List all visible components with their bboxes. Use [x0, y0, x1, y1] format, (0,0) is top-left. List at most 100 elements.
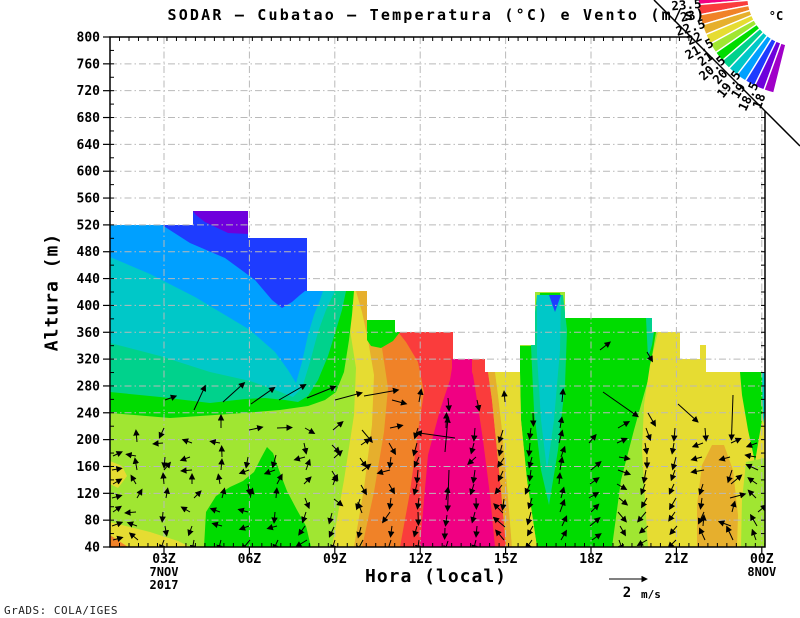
contour-band-green: [204, 447, 311, 547]
wind-arrow: [331, 474, 338, 486]
wind-arrow: [647, 412, 656, 427]
wind-arrow: [729, 492, 747, 499]
wind-arrow: [473, 525, 480, 538]
wind-arrow: [751, 528, 758, 541]
wind-arrow: [413, 456, 420, 468]
wind-arrow: [616, 437, 628, 444]
wind-arrow: [334, 391, 363, 401]
wind-arrow: [744, 452, 757, 460]
wind-vectors: [111, 341, 765, 547]
wind-arrow: [356, 501, 363, 514]
wind-arrow: [301, 442, 309, 455]
legend-level-label: 18: [749, 91, 768, 110]
end-date: 8NOV: [747, 565, 776, 579]
wind-arrow: [443, 514, 450, 527]
legend-level-label: 23.5: [671, 0, 702, 13]
wind-arrow: [180, 467, 193, 474]
wind-arrow: [218, 458, 225, 471]
wind-arrow: [415, 539, 422, 547]
wind-arrow: [189, 539, 197, 547]
wind-arrow: [356, 539, 364, 547]
wind-arrow: [376, 468, 391, 476]
plot-frame: [103, 36, 766, 554]
wind-arrow: [670, 469, 677, 482]
wind-arrow: [526, 442, 533, 457]
wind-arrow: [527, 456, 534, 469]
wind-arrow: [360, 484, 367, 496]
y-tick-label: 680: [77, 111, 101, 126]
wind-arrow: [248, 425, 264, 432]
wind-arrow: [726, 469, 733, 484]
wind-arrow: [525, 511, 533, 526]
wind-arrow: [388, 483, 395, 495]
wind-arrow: [588, 433, 597, 444]
y-tick-label: 400: [77, 299, 101, 314]
contour-band-green: [740, 372, 763, 462]
wind-arrow: [211, 521, 223, 528]
wind-arrow: [690, 455, 703, 462]
contour-band-green: [565, 318, 656, 547]
wind-arrow: [159, 511, 166, 523]
wind-arrow: [617, 511, 627, 523]
wind-arrow: [238, 468, 250, 475]
wind-arrow: [241, 539, 251, 547]
x-tick-label: 06Z: [238, 552, 262, 567]
wind-arrow: [469, 483, 476, 496]
wind-arrow: [272, 539, 279, 547]
wind-arrow: [216, 539, 223, 547]
wind-scale-value: 2: [623, 585, 631, 601]
wind-arrow: [718, 455, 731, 462]
y-tick-label: 120: [77, 487, 101, 502]
wind-arrow: [497, 429, 504, 444]
wind-arrow: [443, 540, 450, 547]
wind-arrow: [293, 455, 306, 462]
wind-arrow: [702, 427, 709, 442]
wind-arrow: [128, 532, 139, 541]
wind-arrow: [698, 497, 705, 510]
wind-arrow: [387, 497, 394, 510]
wind-arrow: [412, 483, 419, 496]
wind-arrow: [181, 438, 193, 445]
wind-arrow: [493, 503, 504, 514]
y-tick-label: 280: [77, 379, 101, 394]
wind-arrow: [163, 487, 170, 499]
wind-arrow: [179, 455, 191, 462]
wind-arrow: [133, 429, 140, 443]
y-tick-label: 240: [77, 406, 101, 421]
wind-arrow: [387, 456, 394, 469]
wind-arrow: [152, 440, 164, 447]
contour-band-yellow: [110, 522, 190, 547]
wind-arrow: [333, 498, 344, 507]
wind-arrow: [589, 517, 601, 527]
wind-arrow: [243, 456, 251, 469]
legend-level-label: 22: [684, 28, 704, 48]
wind-arrow: [356, 526, 363, 539]
wind-arrow: [124, 509, 137, 516]
wind-arrow: [158, 427, 165, 439]
x-tick-label: 03Z: [152, 552, 176, 567]
x-tick-label: 18Z: [579, 552, 603, 567]
wind-arrow: [303, 476, 312, 485]
wind-arrow: [745, 441, 758, 448]
wind-arrow: [193, 384, 207, 411]
wind-arrow: [717, 520, 732, 527]
wind-arrow: [250, 386, 276, 405]
wind-arrow: [445, 397, 452, 412]
wind-arrow: [559, 445, 566, 458]
wind-arrow: [248, 487, 255, 499]
y-tick-label: 600: [77, 165, 101, 180]
wind-arrow: [220, 487, 227, 499]
wind-arrow: [187, 525, 194, 537]
x-tick-label: 21Z: [665, 552, 689, 567]
y-tick-label: 640: [77, 138, 101, 153]
wind-arrow: [497, 470, 504, 482]
wind-arrow: [670, 456, 678, 471]
wind-arrow: [642, 442, 650, 455]
wind-arrow: [471, 427, 478, 442]
y-axis-title: Altura (m): [41, 232, 63, 352]
contour-band-blue: [549, 295, 561, 312]
wind-arrow: [747, 477, 758, 485]
wind-arrow: [111, 466, 123, 473]
